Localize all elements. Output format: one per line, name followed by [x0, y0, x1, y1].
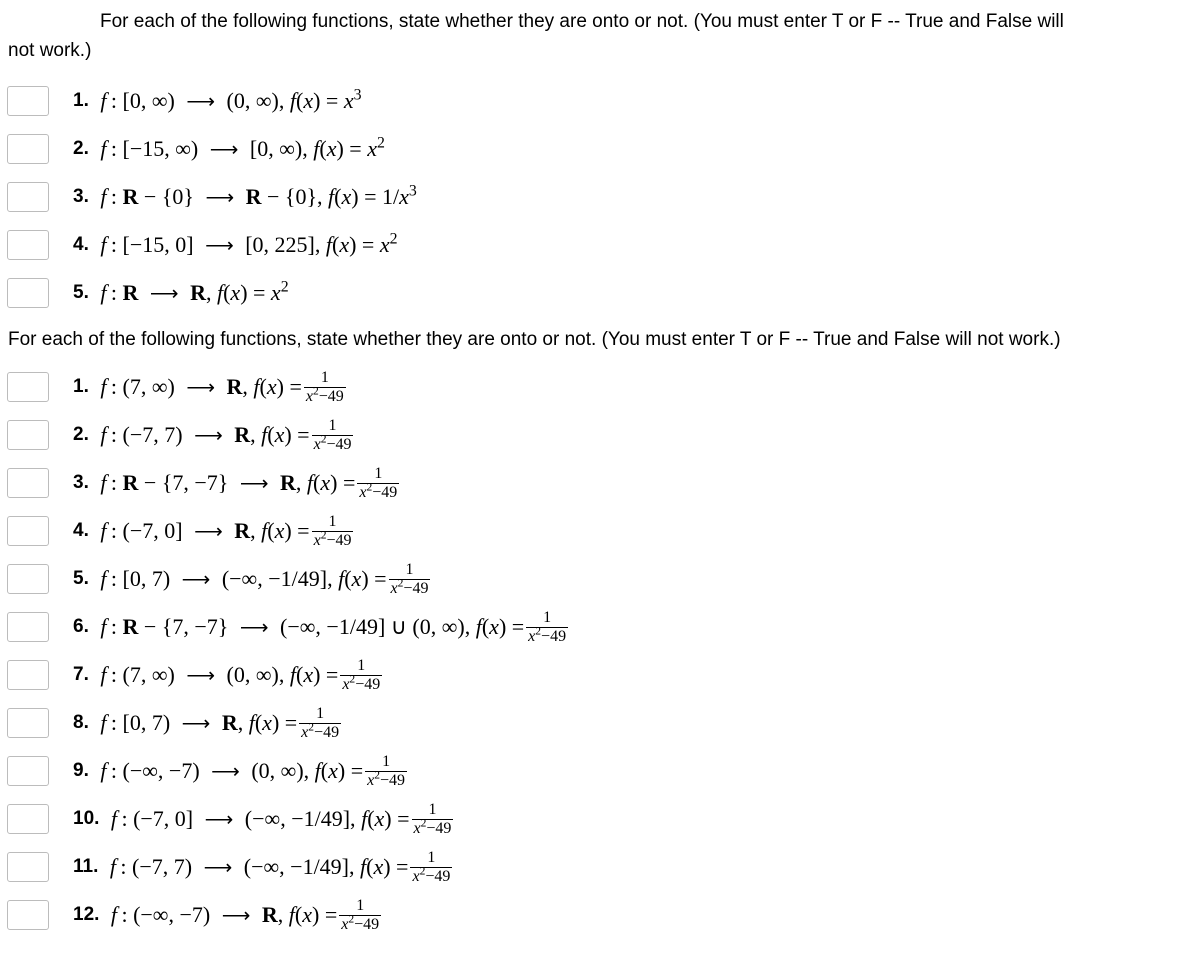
s1-q4-text: 4. f : [−15, 0] ⟶ [0, 225], f(x) = x2: [55, 233, 398, 257]
s1-q5-text: 5. f : R ⟶ R, f(x) = x2: [55, 281, 289, 305]
s2-q1-text: 1. f : (7, ∞) ⟶ R, f(x) = 1x2−49: [55, 370, 348, 405]
s2-q6-row: 6. f : R − {7, −7} ⟶ (−∞, −1/49] ∪ (0, ∞…: [0, 603, 1200, 651]
s2-q4-text: 4. f : (−7, 0] ⟶ R, f(x) = 1x2−49: [55, 514, 355, 549]
s1-q2-input[interactable]: [7, 134, 49, 164]
s2-q5-text: 5. f : [0, 7) ⟶ (−∞, −1/49], f(x) = 1x2−…: [55, 562, 432, 597]
s2-q6-input[interactable]: [7, 612, 49, 642]
s1-q4-input-cell: [0, 230, 55, 260]
s1-q1-row: 1. f : [0, ∞) ⟶ (0, ∞), f(x) = x3: [0, 77, 1200, 125]
s2-q10-row: 10. f : (−7, 0] ⟶ (−∞, −1/49], f(x) = 1x…: [0, 795, 1200, 843]
s2-q4-row: 4. f : (−7, 0] ⟶ R, f(x) = 1x2−49: [0, 507, 1200, 555]
s1-q3-input-cell: [0, 182, 55, 212]
s1-q5-input-cell: [0, 278, 55, 308]
s2-q9-text: 9. f : (−∞, −7) ⟶ (0, ∞), f(x) = 1x2−49: [55, 754, 409, 789]
s2-q7-input[interactable]: [7, 660, 49, 690]
section2-questions: 1. f : (7, ∞) ⟶ R, f(x) = 1x2−49 2. f : …: [0, 363, 1200, 939]
section1-questions: 1. f : [0, ∞) ⟶ (0, ∞), f(x) = x3 2. f :…: [0, 77, 1200, 317]
s2-q10-input[interactable]: [7, 804, 49, 834]
s2-q7-text: 7. f : (7, ∞) ⟶ (0, ∞), f(x) = 1x2−49: [55, 658, 384, 693]
s2-q3-input[interactable]: [7, 468, 49, 498]
section1-intro: For each of the following functions, sta…: [0, 8, 1200, 69]
s2-q7-row: 7. f : (7, ∞) ⟶ (0, ∞), f(x) = 1x2−49: [0, 651, 1200, 699]
s1-q3-text: 3. f : R − {0} ⟶ R − {0}, f(x) = 1/x3: [55, 185, 417, 209]
intro1-line2: not work.): [8, 40, 91, 61]
s2-q2-text: 2. f : (−7, 7) ⟶ R, f(x) = 1x2−49: [55, 418, 355, 453]
s2-q12-row: 12. f : (−∞, −7) ⟶ R, f(x) = 1x2−49: [0, 891, 1200, 939]
s2-q6-text: 6. f : R − {7, −7} ⟶ (−∞, −1/49] ∪ (0, ∞…: [55, 610, 570, 645]
s2-q5-row: 5. f : [0, 7) ⟶ (−∞, −1/49], f(x) = 1x2−…: [0, 555, 1200, 603]
s2-q11-input[interactable]: [7, 852, 49, 882]
s2-q10-text: 10. f : (−7, 0] ⟶ (−∞, −1/49], f(x) = 1x…: [55, 802, 455, 837]
s1-q2-row: 2. f : [−15, ∞) ⟶ [0, ∞), f(x) = x2: [0, 125, 1200, 173]
s2-q8-row: 8. f : [0, 7) ⟶ R, f(x) = 1x2−49: [0, 699, 1200, 747]
s1-q2-text: 2. f : [−15, ∞) ⟶ [0, ∞), f(x) = x2: [55, 137, 385, 161]
s1-q1-text: 1. f : [0, ∞) ⟶ (0, ∞), f(x) = x3: [55, 89, 362, 113]
s2-q9-row: 9. f : (−∞, −7) ⟶ (0, ∞), f(x) = 1x2−49: [0, 747, 1200, 795]
s1-q1-input-cell: [0, 86, 55, 116]
s2-q3-text: 3. f : R − {7, −7} ⟶ R, f(x) = 1x2−49: [55, 466, 401, 501]
s1-q5-input[interactable]: [7, 278, 49, 308]
s2-q3-row: 3. f : R − {7, −7} ⟶ R, f(x) = 1x2−49: [0, 459, 1200, 507]
s1-q5-row: 5. f : R ⟶ R, f(x) = x2: [0, 269, 1200, 317]
intro1-line1: For each of the following functions, sta…: [100, 11, 1064, 32]
s2-q2-row: 2. f : (−7, 7) ⟶ R, f(x) = 1x2−49: [0, 411, 1200, 459]
s1-q4-input[interactable]: [7, 230, 49, 260]
section2-intro: For each of the following functions, sta…: [0, 317, 1200, 355]
s2-q11-row: 11. f : (−7, 7) ⟶ (−∞, −1/49], f(x) = 1x…: [0, 843, 1200, 891]
s2-q12-text: 12. f : (−∞, −7) ⟶ R, f(x) = 1x2−49: [55, 898, 383, 933]
s2-q12-input[interactable]: [7, 900, 49, 930]
s1-q4-row: 4. f : [−15, 0] ⟶ [0, 225], f(x) = x2: [0, 221, 1200, 269]
s2-q11-text: 11. f : (−7, 7) ⟶ (−∞, −1/49], f(x) = 1x…: [55, 850, 454, 885]
s2-q5-input[interactable]: [7, 564, 49, 594]
s1-q3-input[interactable]: [7, 182, 49, 212]
s1-q3-row: 3. f : R − {0} ⟶ R − {0}, f(x) = 1/x3: [0, 173, 1200, 221]
s1-q2-input-cell: [0, 134, 55, 164]
s2-q1-input[interactable]: [7, 372, 49, 402]
s2-q1-row: 1. f : (7, ∞) ⟶ R, f(x) = 1x2−49: [0, 363, 1200, 411]
s2-q4-input[interactable]: [7, 516, 49, 546]
s2-q8-text: 8. f : [0, 7) ⟶ R, f(x) = 1x2−49: [55, 706, 343, 741]
s2-q8-input[interactable]: [7, 708, 49, 738]
s1-q1-input[interactable]: [7, 86, 49, 116]
s2-q9-input[interactable]: [7, 756, 49, 786]
s2-q2-input[interactable]: [7, 420, 49, 450]
